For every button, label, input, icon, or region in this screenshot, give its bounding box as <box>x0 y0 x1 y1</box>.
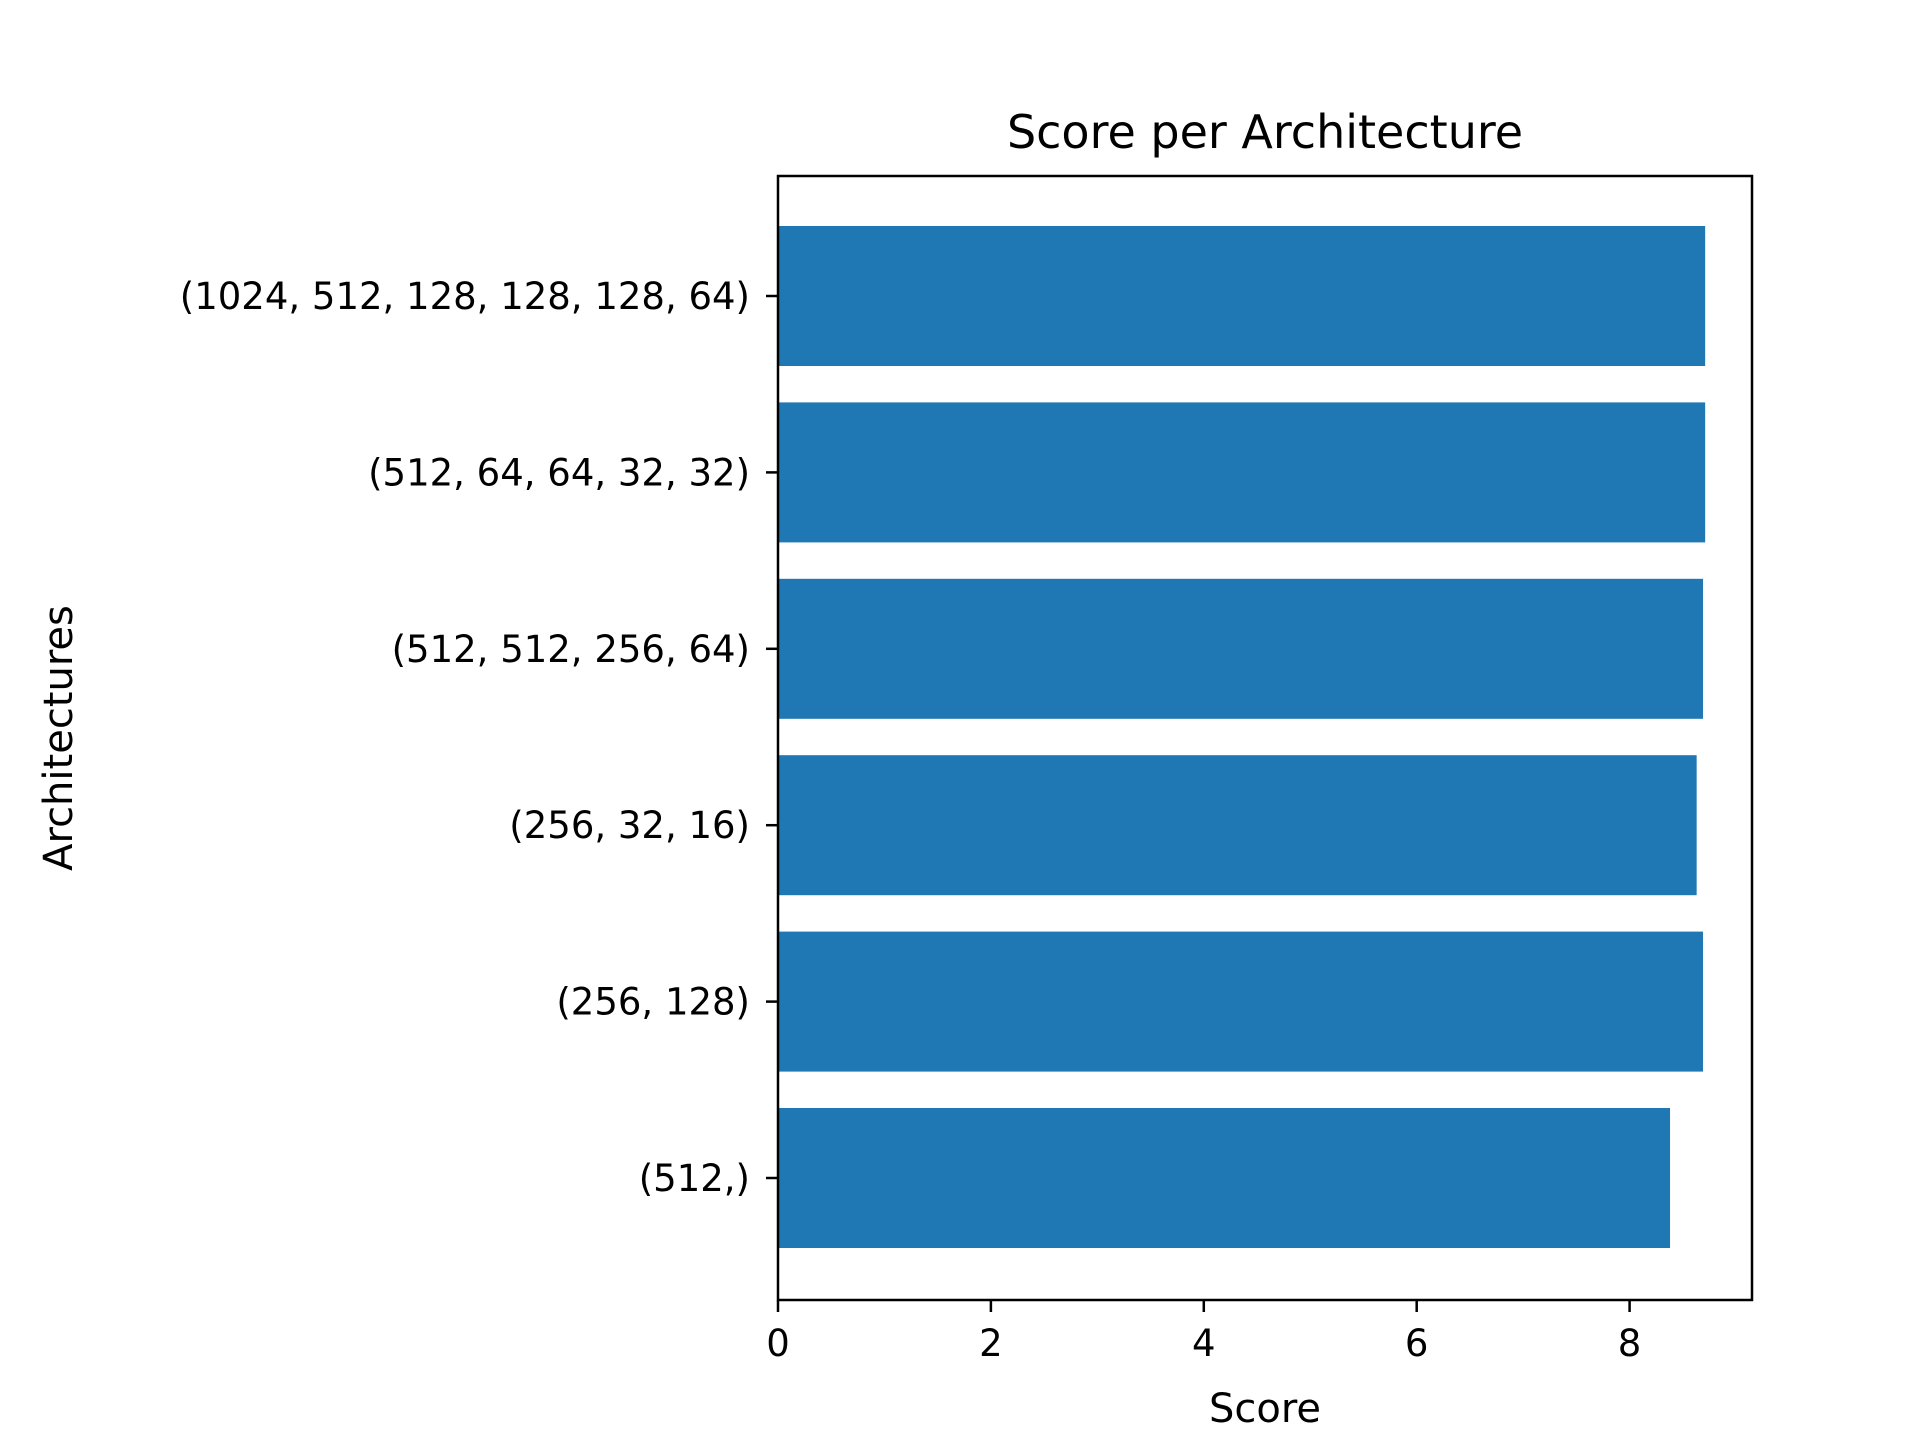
y-tick-label: (512, 64, 64, 32, 32) <box>368 451 750 494</box>
x-tick-label: 8 <box>1618 1322 1642 1365</box>
y-tick-label: (256, 128) <box>556 981 750 1024</box>
y-tick-label: (512,) <box>639 1157 750 1200</box>
x-tick-label: 0 <box>766 1322 790 1365</box>
x-ticks-group: 0 2 4 6 8 <box>766 1300 1641 1365</box>
bar <box>778 402 1706 543</box>
y-tick-label: (512, 512, 256, 64) <box>392 628 750 671</box>
chart-title: Score per Architecture <box>1007 105 1523 159</box>
y-tick-label: (256, 32, 16) <box>509 804 750 847</box>
bar <box>778 755 1697 896</box>
bar <box>778 931 1704 1072</box>
x-axis-label: Score <box>1209 1386 1321 1432</box>
x-tick-label: 6 <box>1405 1322 1429 1365</box>
y-axis-label: Architectures <box>36 605 82 871</box>
y-ticks-group: (1024, 512, 128, 128, 128, 64) (512, 64, … <box>180 275 778 1200</box>
bar <box>778 226 1706 366</box>
y-tick-label: (1024, 512, 128, 128, 128, 64) <box>180 275 750 318</box>
bar <box>778 578 1704 719</box>
x-tick-label: 2 <box>979 1322 1003 1365</box>
bar <box>778 1108 1671 1248</box>
plot-frame <box>776 174 1754 1302</box>
x-tick-label: 4 <box>1192 1322 1216 1365</box>
bars-group <box>778 226 1706 1248</box>
